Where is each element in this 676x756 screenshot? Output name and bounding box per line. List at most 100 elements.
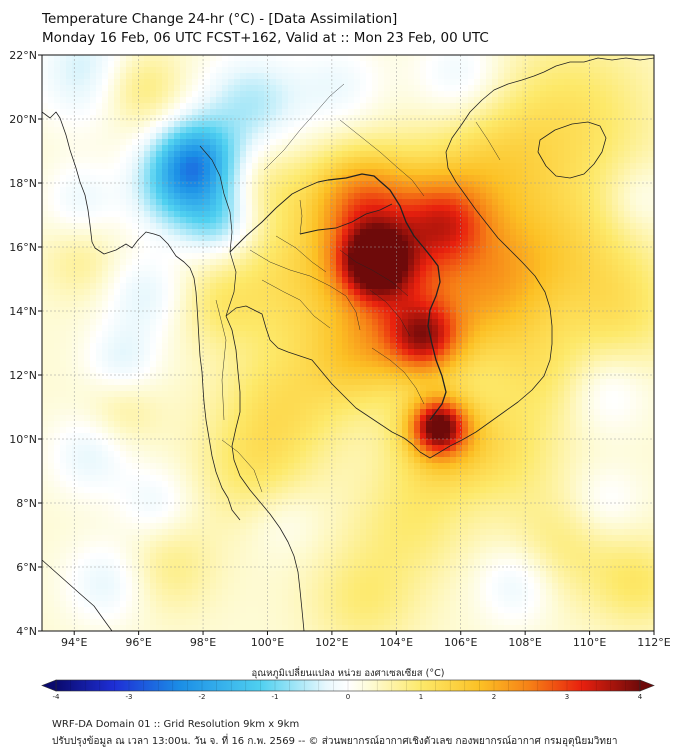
- field-cell: [126, 343, 133, 350]
- field-cell: [42, 85, 49, 92]
- field-cell: [114, 145, 121, 152]
- field-cell: [618, 157, 625, 164]
- field-cell: [642, 55, 649, 62]
- field-cell: [222, 319, 229, 326]
- field-cell: [198, 133, 205, 140]
- field-cell: [486, 235, 493, 242]
- field-cell: [552, 247, 559, 254]
- field-cell: [90, 271, 97, 278]
- field-cell: [594, 181, 601, 188]
- field-cell: [342, 343, 349, 350]
- field-cell: [558, 115, 565, 122]
- field-cell: [354, 109, 361, 116]
- field-cell: [384, 175, 391, 182]
- field-cell: [162, 325, 169, 332]
- field-cell: [192, 163, 199, 170]
- field-cell: [336, 163, 343, 170]
- field-cell: [342, 163, 349, 170]
- field-cell: [582, 241, 589, 248]
- field-cell: [108, 115, 115, 122]
- field-cell: [210, 79, 217, 86]
- field-cell: [390, 301, 397, 308]
- field-cell: [276, 73, 283, 80]
- field-cell: [462, 289, 469, 296]
- field-cell: [420, 139, 427, 146]
- field-cell: [96, 331, 103, 338]
- field-cell: [624, 103, 631, 110]
- field-cell: [426, 343, 433, 350]
- field-cell: [156, 133, 163, 140]
- field-cell: [288, 247, 295, 254]
- field-cell: [426, 271, 433, 278]
- field-cell: [330, 307, 337, 314]
- field-cell: [324, 307, 331, 314]
- field-cell: [402, 175, 409, 182]
- field-cell: [372, 241, 379, 248]
- field-cell: [156, 79, 163, 86]
- field-cell: [90, 163, 97, 170]
- field-cell: [150, 265, 157, 272]
- field-cell: [204, 187, 211, 194]
- field-cell: [648, 325, 654, 332]
- field-cell: [222, 175, 229, 182]
- field-cell: [522, 247, 529, 254]
- field-cell: [366, 235, 373, 242]
- field-cell: [534, 235, 541, 242]
- field-cell: [336, 157, 343, 164]
- field-cell: [222, 217, 229, 224]
- field-cell: [468, 103, 475, 110]
- field-cell: [624, 313, 631, 320]
- field-cell: [564, 109, 571, 116]
- field-cell: [204, 61, 211, 68]
- field-cell: [540, 151, 547, 158]
- field-cell: [78, 157, 85, 164]
- field-cell: [42, 115, 49, 122]
- field-cell: [312, 199, 319, 206]
- field-cell: [450, 217, 457, 224]
- field-cell: [450, 283, 457, 290]
- field-cell: [432, 169, 439, 176]
- field-cell: [534, 151, 541, 158]
- field-cell: [378, 151, 385, 158]
- field-cell: [78, 217, 85, 224]
- field-cell: [186, 139, 193, 146]
- field-cell: [546, 235, 553, 242]
- field-cell: [324, 283, 331, 290]
- field-cell: [96, 67, 103, 74]
- field-cell: [384, 307, 391, 314]
- field-cell: [330, 151, 337, 158]
- field-cell: [228, 121, 235, 128]
- field-cell: [390, 319, 397, 326]
- field-cell: [342, 325, 349, 332]
- field-cell: [156, 109, 163, 116]
- field-cell: [72, 55, 79, 62]
- field-cell: [138, 73, 145, 80]
- field-cell: [306, 343, 313, 350]
- field-cell: [78, 151, 85, 158]
- field-cell: [648, 163, 654, 170]
- field-cell: [96, 139, 103, 146]
- field-cell: [174, 265, 181, 272]
- field-cell: [168, 187, 175, 194]
- field-cell: [594, 91, 601, 98]
- field-cell: [240, 319, 247, 326]
- field-cell: [402, 67, 409, 74]
- field-cell: [282, 247, 289, 254]
- field-cell: [324, 145, 331, 152]
- field-cell: [330, 181, 337, 188]
- field-cell: [564, 283, 571, 290]
- field-cell: [54, 235, 61, 242]
- field-cell: [216, 121, 223, 128]
- field-cell: [186, 205, 193, 212]
- field-cell: [426, 265, 433, 272]
- field-cell: [498, 169, 505, 176]
- field-cell: [156, 271, 163, 278]
- field-cell: [318, 91, 325, 98]
- field-cell: [564, 67, 571, 74]
- field-cell: [270, 265, 277, 272]
- field-cell: [618, 139, 625, 146]
- field-cell: [108, 211, 115, 218]
- field-cell: [552, 205, 559, 212]
- field-cell: [642, 73, 649, 80]
- field-cell: [216, 151, 223, 158]
